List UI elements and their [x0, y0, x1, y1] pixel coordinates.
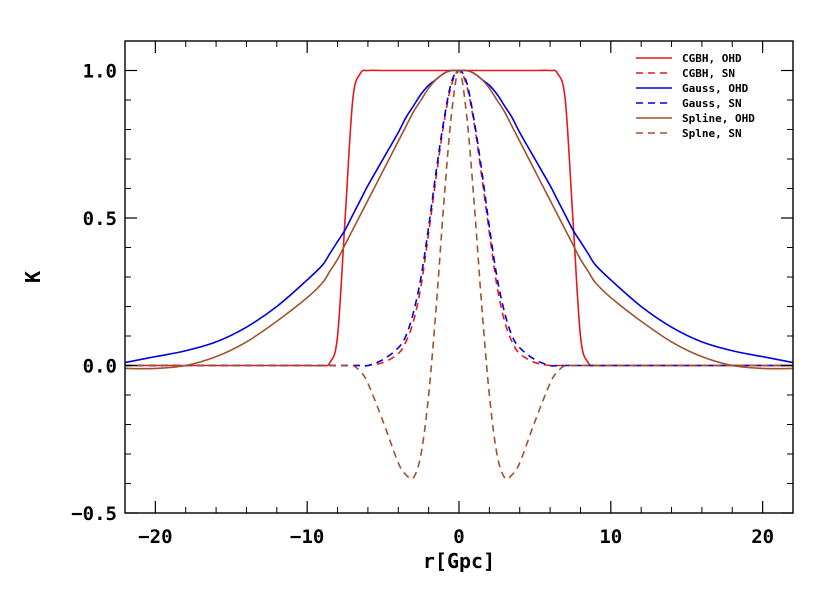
series-lines — [124, 69, 794, 480]
plot-background — [125, 41, 793, 513]
y-tick-label: 0.5 — [83, 208, 117, 230]
x-tick-label: −10 — [290, 526, 324, 548]
y-tick-label: 1.0 — [83, 61, 117, 83]
y-axis-title: K — [21, 271, 45, 283]
x-tick-label: 10 — [599, 526, 622, 548]
legend-label-cgbh-ohd: CGBH, OHD — [682, 52, 742, 65]
x-tick-label: −20 — [138, 526, 172, 548]
x-axis-ticks: −20 −10 0 10 20 — [124, 41, 794, 548]
legend-label-cgbh-sn: CGBH, SN — [682, 67, 735, 80]
y-tick-label: −0.5 — [71, 503, 117, 525]
legend-label-gauss-ohd: Gauss, OHD — [682, 82, 749, 95]
legend-label-spline-ohd: Spline, OHD — [682, 112, 755, 125]
legend: CGBH, OHD CGBH, SN Gauss, OHD Gauss, SN Spli… — [636, 52, 755, 140]
x-tick-label: 20 — [751, 526, 774, 548]
y-tick-label: 0.0 — [83, 356, 117, 378]
x-tick-label: 0 — [453, 526, 464, 548]
y-axis-ticks: −0.5 0.0 0.5 1.0 — [71, 40, 793, 525]
series-line-splne-sn — [124, 69, 793, 480]
legend-label-splne-sn: Splne, SN — [682, 127, 742, 140]
legend-label-gauss-sn: Gauss, SN — [682, 97, 742, 110]
x-axis-title: r[Gpc] — [423, 549, 495, 573]
